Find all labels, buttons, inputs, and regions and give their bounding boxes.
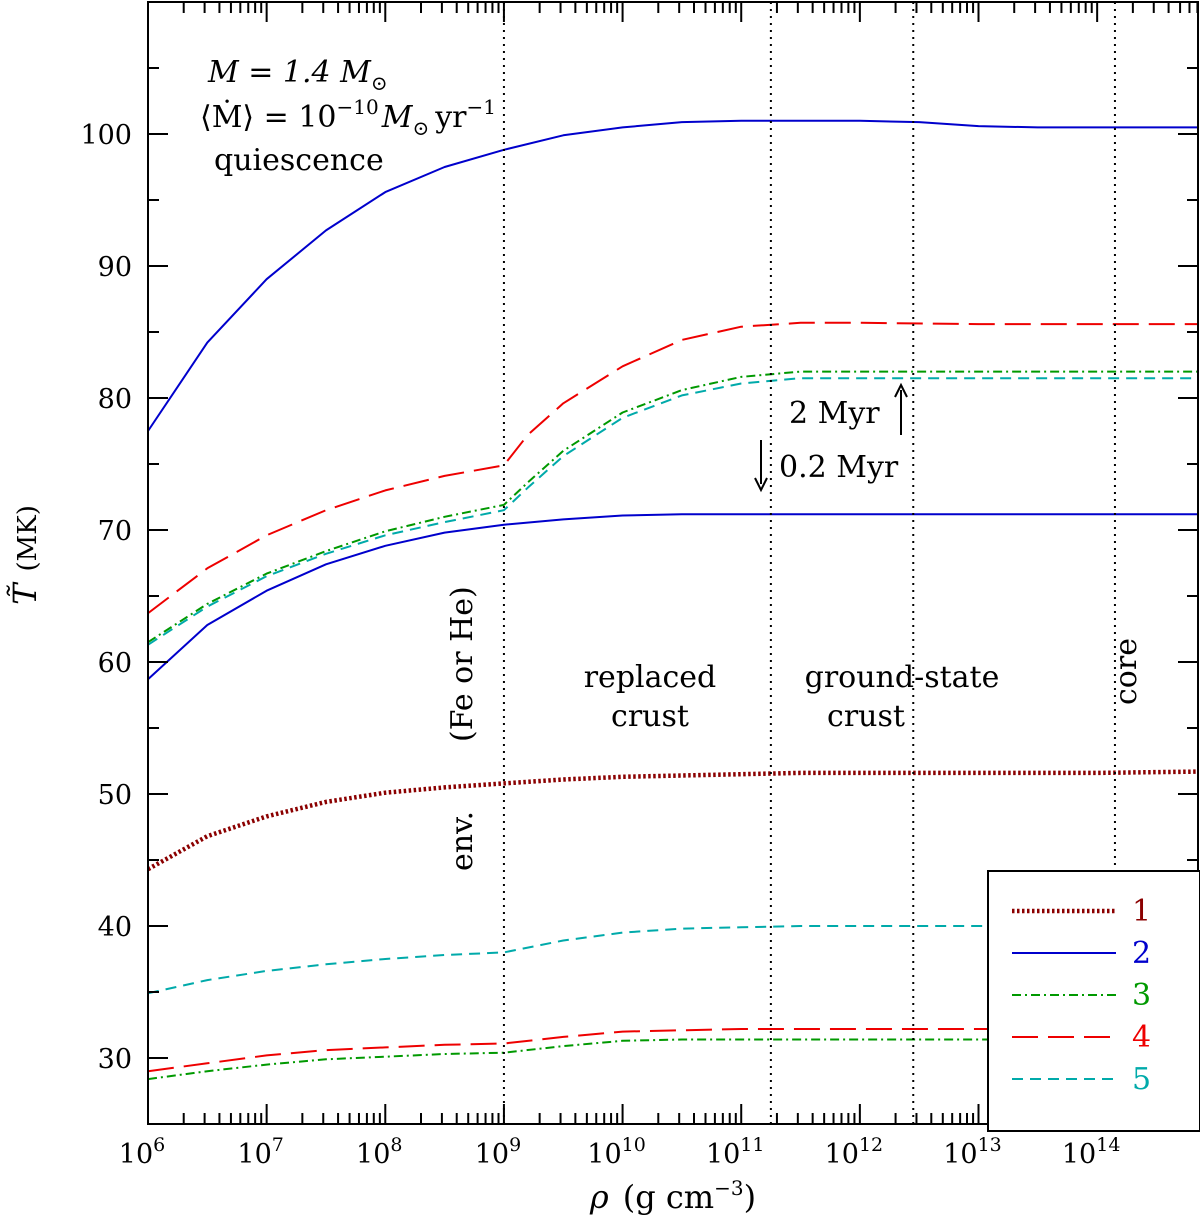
- x-tick-label: 106: [119, 1134, 165, 1170]
- arrow-up-icon: [894, 382, 908, 435]
- x-tick-label: 109: [475, 1134, 521, 1170]
- y-tick-label: 40: [98, 912, 132, 943]
- x-tick-label: 1014: [1062, 1134, 1121, 1170]
- ground-state-label-1: ground-state: [805, 660, 1000, 695]
- y-tick-label: 70: [98, 516, 132, 547]
- series-line-4: [148, 321, 1198, 614]
- plot-frame: [147, 1, 1199, 1125]
- env-label: env.: [445, 811, 480, 871]
- arrow-down-label: 0.2 Myr: [779, 450, 899, 485]
- series-line-1: [148, 769, 1198, 872]
- legend-box: [987, 870, 1200, 1132]
- series-line-4: [148, 1028, 1109, 1073]
- x-tick-label: 108: [356, 1134, 402, 1170]
- y-tick-label: 50: [98, 780, 132, 811]
- legend: 1 2 3 4 5: [987, 870, 1200, 1132]
- legend-label-4: 4: [1132, 1020, 1151, 1055]
- legend-entries: 1 2 3 4 5: [1012, 894, 1151, 1097]
- legend-label-3: 3: [1132, 978, 1151, 1013]
- series-line-2: [148, 513, 1198, 680]
- y-tick-label: 30: [98, 1044, 132, 1075]
- ground-state-label-2: crust: [827, 699, 905, 734]
- legend-label-1: 1: [1132, 894, 1151, 929]
- x-tick-label: 1012: [825, 1134, 884, 1170]
- arrow-up-label: 2 Myr: [789, 396, 880, 431]
- x-axis-label: ρ (g cm−3): [589, 1176, 756, 1216]
- y-tick-label: 80: [98, 384, 132, 415]
- series-line-5: [148, 377, 1198, 646]
- series-line-3: [148, 370, 1198, 644]
- y-tick-label: 60: [98, 648, 132, 679]
- phase-annotation: quiescence: [214, 143, 384, 178]
- replaced-crust-label-2: crust: [611, 699, 689, 734]
- vline-layer: [502, 2, 1116, 1124]
- x-tick-labels: 106 107 108 109 1010 1011 1012 1013 1014: [119, 1134, 1121, 1170]
- y-axis-label: T̃(MK): [6, 505, 44, 605]
- x-tick-label: 1010: [587, 1134, 646, 1170]
- series-layer: [148, 119, 1198, 1081]
- x-tick-label: 1011: [706, 1134, 765, 1170]
- fe-he-label: (Fe or He): [445, 586, 480, 742]
- x-tick-label: 1013: [943, 1134, 1002, 1170]
- series-line-5: [148, 925, 1098, 995]
- legend-label-5: 5: [1132, 1062, 1151, 1097]
- core-label: core: [1109, 638, 1144, 705]
- legend-label-2: 2: [1132, 936, 1151, 971]
- y-tick-labels: 30 40 50 60 70 80 90 100: [80, 120, 132, 1075]
- replaced-crust-label-1: replaced: [584, 660, 717, 695]
- x-tick-label: 107: [237, 1134, 283, 1170]
- y-tick-label: 90: [98, 252, 132, 283]
- mass-annotation: M = 1.4 M⊙: [207, 55, 388, 95]
- series-line-2: [148, 119, 1198, 432]
- arrow-down-icon: [754, 440, 768, 493]
- y-tick-label: 100: [80, 120, 132, 151]
- series-line-3: [148, 1038, 1109, 1081]
- accretion-annotation: ⟨Ṁ⟩ = 10−10 M⊙ yr−1: [200, 95, 496, 140]
